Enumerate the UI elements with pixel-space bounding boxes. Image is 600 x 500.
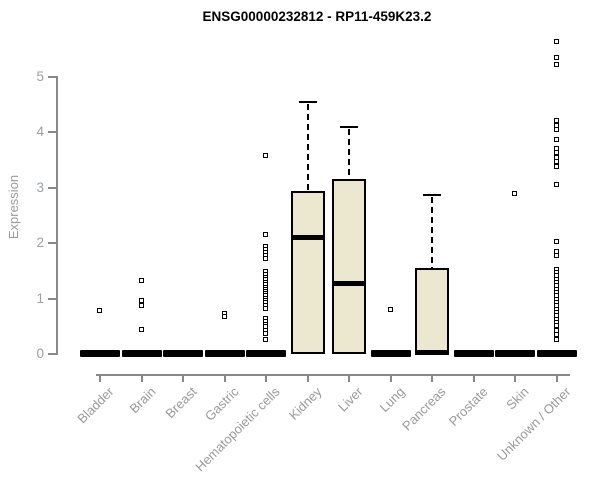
median-line xyxy=(415,350,449,356)
whisker-line xyxy=(306,103,309,191)
outlier-point xyxy=(263,337,268,343)
x-tick xyxy=(555,376,558,382)
outlier-point xyxy=(553,238,559,244)
outlier-point xyxy=(553,248,559,254)
whisker-line xyxy=(348,128,350,180)
outlier-point xyxy=(263,153,268,159)
y-tick xyxy=(48,297,56,300)
chart-title: ENSG00000232812 - RP11-459K23.2 xyxy=(202,9,432,24)
box xyxy=(290,190,325,354)
x-tick xyxy=(431,376,433,382)
y-tick xyxy=(48,76,56,78)
collapsed-box-bar xyxy=(204,350,245,357)
outlier-point xyxy=(553,337,559,343)
box xyxy=(332,179,366,354)
y-tick xyxy=(48,131,56,134)
outlier-point xyxy=(553,137,559,143)
collapsed-box-bar xyxy=(121,350,162,357)
outlier-point xyxy=(553,38,559,44)
whisker-line xyxy=(431,197,433,269)
x-axis-line xyxy=(96,374,570,376)
collapsed-box-bar xyxy=(453,350,494,357)
outlier-point xyxy=(553,253,559,259)
x-tick xyxy=(99,376,101,382)
outlier-point xyxy=(221,313,227,319)
collapsed-box-bar xyxy=(536,350,577,357)
outlier-point xyxy=(553,163,559,169)
outlier-point xyxy=(97,307,102,313)
y-tick xyxy=(48,242,56,245)
x-tick xyxy=(348,376,350,382)
y-tick-label: 4 xyxy=(36,124,44,140)
outlier-point xyxy=(138,326,144,332)
y-tick xyxy=(48,353,56,355)
y-tick-label: 5 xyxy=(36,69,44,84)
outlier-point xyxy=(553,182,559,188)
outlier-point xyxy=(512,191,517,197)
x-tick xyxy=(265,376,267,382)
outlier-point xyxy=(263,256,268,262)
outlier-point xyxy=(553,55,559,61)
outlier-point xyxy=(263,305,268,311)
x-tick xyxy=(182,376,184,382)
x-tick xyxy=(223,376,226,382)
whisker-cap xyxy=(340,125,358,128)
median-line xyxy=(332,280,366,286)
x-tick xyxy=(306,376,309,382)
outlier-point xyxy=(138,303,144,309)
x-tick xyxy=(389,376,392,382)
collapsed-box-bar xyxy=(163,350,203,357)
outlier-point xyxy=(553,332,559,338)
y-axis-line xyxy=(56,76,58,355)
whisker-cap xyxy=(423,194,441,196)
collapsed-box-bar xyxy=(80,350,120,357)
outlier-point xyxy=(553,127,559,133)
outlier-point xyxy=(138,277,144,283)
y-tick-label: 0 xyxy=(36,346,44,361)
y-tick-label: 3 xyxy=(36,179,44,195)
outlier-point xyxy=(387,307,393,313)
box xyxy=(415,268,449,354)
collapsed-box-bar xyxy=(370,350,411,357)
collapsed-box-bar xyxy=(495,350,535,357)
outlier-point xyxy=(263,231,268,237)
x-tick xyxy=(514,376,516,382)
y-tick xyxy=(48,186,56,189)
whisker-cap xyxy=(298,100,317,103)
y-tick-label: 2 xyxy=(36,235,44,251)
outlier-point xyxy=(553,61,559,67)
x-tick xyxy=(472,376,475,382)
median-line xyxy=(290,235,325,241)
collapsed-box-bar xyxy=(246,350,286,357)
outlier-point xyxy=(263,331,268,337)
x-tick xyxy=(140,376,143,382)
y-tick-label: 1 xyxy=(36,290,44,306)
outlier-point xyxy=(138,298,144,304)
